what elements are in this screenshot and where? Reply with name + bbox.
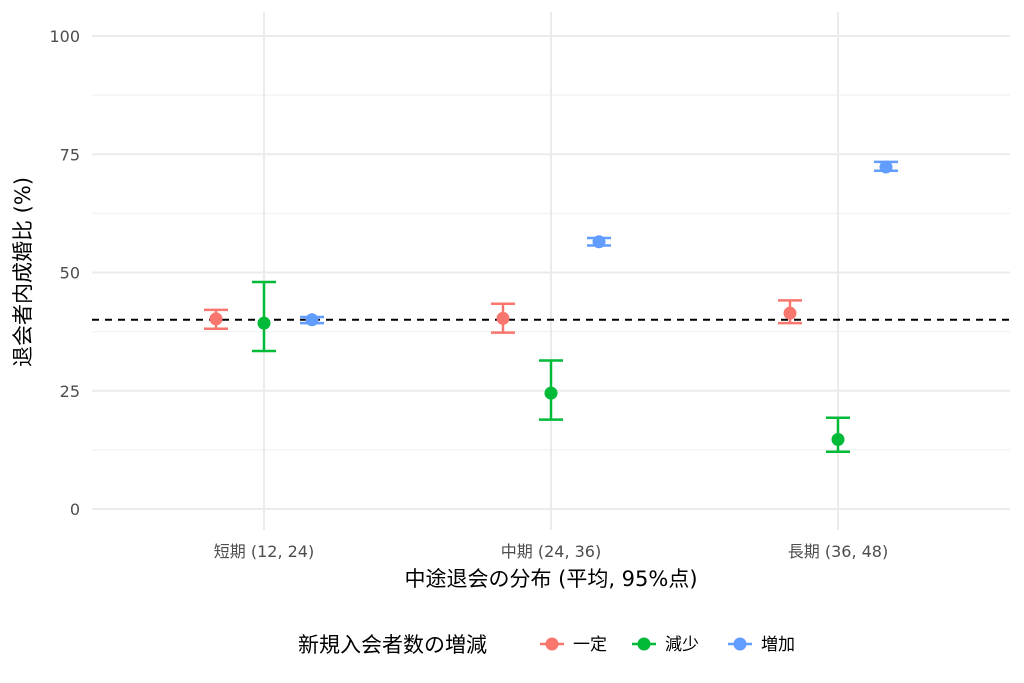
legend-label: 増加: [761, 635, 795, 655]
x-tick-label: 短期 (12, 24): [214, 542, 314, 561]
data-point: [592, 235, 606, 249]
legend-item: 増加: [728, 635, 795, 655]
y-tick-label: 100: [49, 27, 80, 46]
legend: 新規入会者数の増減 一定 減少 増加: [298, 633, 795, 657]
legend-items: 一定 減少 増加: [540, 635, 795, 655]
legend-key-point: [637, 637, 651, 651]
y-axis-title: 退会者内成婚比 (%): [11, 177, 35, 367]
series-3: [300, 160, 898, 327]
series-2: [252, 280, 850, 454]
legend-item: 一定: [540, 635, 607, 655]
data-point: [305, 313, 319, 327]
legend-key-point: [545, 637, 559, 651]
y-axis-ticks: 0 25 50 75 100: [49, 27, 80, 519]
data-point: [209, 312, 223, 326]
legend-item: 減少: [632, 635, 699, 655]
series: [204, 160, 898, 454]
x-tick-label: 中期 (24, 36): [501, 542, 601, 561]
series-1: [204, 299, 802, 334]
y-tick-label: 75: [60, 145, 80, 164]
data-point: [257, 316, 271, 330]
y-tick-label: 50: [60, 264, 80, 283]
data-point: [879, 160, 893, 174]
x-tick-label: 長期 (36, 48): [788, 542, 888, 561]
y-tick-label: 25: [60, 382, 80, 401]
legend-key-point: [733, 637, 747, 651]
legend-label: 減少: [665, 635, 699, 655]
legend-title: 新規入会者数の増減: [298, 633, 487, 657]
data-point: [496, 311, 510, 325]
legend-label: 一定: [573, 635, 607, 655]
data-point: [544, 386, 558, 400]
data-point: [831, 432, 845, 446]
y-tick-label: 0: [70, 500, 80, 519]
grid: [92, 12, 1010, 530]
data-point: [783, 306, 797, 320]
x-axis-title: 中途退会の分布 (平均, 95%点): [404, 567, 697, 591]
x-axis-ticks: 短期 (12, 24) 中期 (24, 36) 長期 (36, 48): [214, 542, 888, 561]
